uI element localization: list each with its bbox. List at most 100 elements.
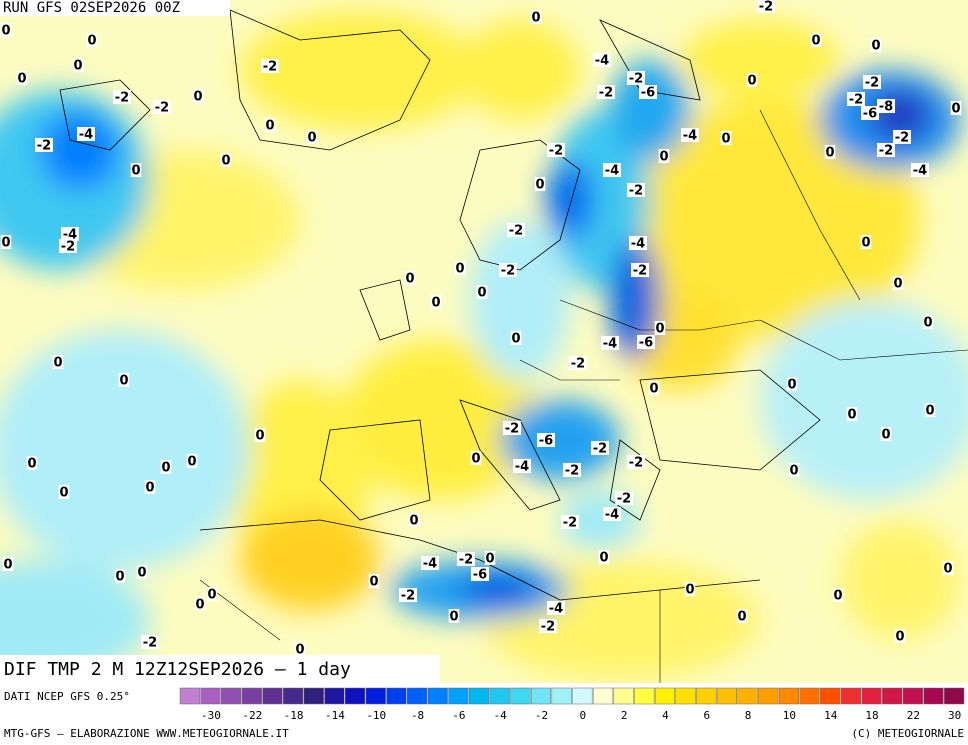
colorbar-swatch xyxy=(510,687,531,705)
colorbar-swatch xyxy=(882,687,903,705)
colorbar-tick-label: -30 xyxy=(201,709,221,722)
contour-label: 0 xyxy=(53,356,62,371)
colorbar-tick-label: -6 xyxy=(452,709,465,722)
contour-label-bg xyxy=(61,227,79,241)
colorbar-swatch xyxy=(592,687,614,705)
contour-label-bg xyxy=(539,619,557,633)
contour-label-bg xyxy=(627,71,645,85)
contour-label-bg xyxy=(141,635,159,649)
colorbar-swatch xyxy=(551,687,572,705)
contour-label-bg xyxy=(58,485,70,499)
contour-label-bg xyxy=(860,235,872,249)
contour-label-bg xyxy=(113,90,131,104)
contour-label-bg xyxy=(615,491,633,505)
contour-label: 0 xyxy=(847,408,856,423)
contour-label: 0 xyxy=(477,286,486,301)
contour-label: 0 xyxy=(255,429,264,444)
colorbar-tick-label: 6 xyxy=(703,709,710,722)
colorbar-tick-label: -14 xyxy=(325,709,345,722)
contour-label-bg xyxy=(186,454,198,468)
contour-label: -4 xyxy=(79,128,93,143)
contour-label: 0 xyxy=(789,464,798,479)
contour-label-bg xyxy=(52,355,64,369)
colorbar-swatch xyxy=(737,687,758,705)
contour-label-bg xyxy=(499,263,517,277)
colorbar-tick-label: 4 xyxy=(662,709,669,722)
contour-label: -2 xyxy=(459,553,473,568)
contour-label: 0 xyxy=(811,34,820,49)
contour-label: -2 xyxy=(629,184,643,199)
contour-label-bg xyxy=(648,381,660,395)
contour-label: -6 xyxy=(539,434,553,449)
contour-label-bg xyxy=(59,239,77,253)
contour-label: -2 xyxy=(155,101,169,116)
contour-label: 0 xyxy=(861,236,870,251)
contour-label-bg xyxy=(877,99,895,113)
contour-label: 0 xyxy=(599,551,608,566)
contour-label-bg xyxy=(0,235,12,249)
contour-label: 0 xyxy=(455,262,464,277)
contour-label: -2 xyxy=(849,93,863,108)
contour-label-bg xyxy=(72,58,84,72)
colorbar-tick-label: 2 xyxy=(621,709,628,722)
colorbar-tick-label: 18 xyxy=(865,709,878,722)
colorbar-swatch xyxy=(345,687,366,705)
contour-label-bg xyxy=(922,315,934,329)
contour-label-bg xyxy=(118,373,130,387)
contour-label: 0 xyxy=(405,272,414,287)
contour-label: 0 xyxy=(3,558,12,573)
contour-label: -2 xyxy=(599,86,613,101)
contour-label-bg xyxy=(471,567,489,581)
header-box xyxy=(0,0,230,16)
contour-label-bg xyxy=(911,163,929,177)
contour-label-bg xyxy=(16,71,28,85)
contour-label-bg xyxy=(306,130,318,144)
contour-label-bg xyxy=(639,85,657,99)
contour-label-bg xyxy=(457,552,475,566)
contour-label-bg xyxy=(454,261,466,275)
contour-label-bg xyxy=(681,128,699,142)
contour-label-bg xyxy=(561,515,579,529)
colorbar-swatch xyxy=(241,687,262,705)
colorbar-swatch xyxy=(840,687,861,705)
contour-label: -4 xyxy=(913,164,927,179)
contour-label: 0 xyxy=(137,566,146,581)
colorbar-tick-label: 10 xyxy=(783,709,796,722)
colorbar-tick-label: 0 xyxy=(580,709,587,722)
contour-label: 0 xyxy=(295,643,304,658)
contour-label-bg xyxy=(847,92,865,106)
contour-label-bg xyxy=(510,331,522,345)
contour-label: 0 xyxy=(449,610,458,625)
contour-label: -2 xyxy=(505,422,519,437)
contour-label: -2 xyxy=(565,464,579,479)
contour-label-bg xyxy=(530,10,542,24)
colorbar-swatch xyxy=(324,687,345,705)
colorbar-tick-label: -22 xyxy=(242,709,262,722)
contour-label: 0 xyxy=(195,598,204,613)
contour-label: -2 xyxy=(501,264,515,279)
contour-label-bg xyxy=(421,556,439,570)
contour-label: 0 xyxy=(737,610,746,625)
colorbar-swatch xyxy=(200,687,221,705)
contour-label-bg xyxy=(484,551,496,565)
contour-label: 0 xyxy=(895,630,904,645)
colorbar-tick-label: 22 xyxy=(907,709,920,722)
contour-label: 0 xyxy=(833,589,842,604)
contour-label-bg xyxy=(206,587,218,601)
contour-label-bg xyxy=(368,574,380,588)
contour-label: 0 xyxy=(943,562,952,577)
contour-label: 0 xyxy=(649,382,658,397)
contour-label-bg xyxy=(404,271,416,285)
colorbar-swatch xyxy=(944,687,965,705)
contour-label: -4 xyxy=(605,508,619,523)
contour-label-bg xyxy=(160,460,172,474)
contour-label-bg xyxy=(77,127,95,141)
contour-label-bg xyxy=(130,163,142,177)
contour-label: 0 xyxy=(265,119,274,134)
contour-label-bg xyxy=(603,507,621,521)
contour-label: -2 xyxy=(115,91,129,106)
colorbar-swatch xyxy=(530,687,552,705)
contour-label-bg xyxy=(569,356,587,370)
contour-label-bg xyxy=(786,377,798,391)
contour-label: 0 xyxy=(145,481,154,496)
